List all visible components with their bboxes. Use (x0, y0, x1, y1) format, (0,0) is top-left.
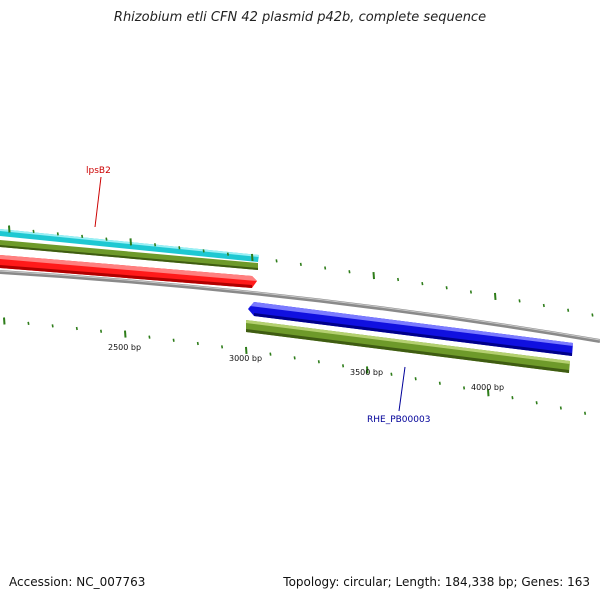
leader-line-lpsB2 (94, 176, 102, 228)
lower-tick (124, 330, 127, 338)
leader-line-RHE_PB00003 (398, 366, 406, 412)
lower-tick (414, 377, 417, 381)
upper-tick (56, 232, 59, 236)
lower-tick (196, 341, 199, 346)
upper-tick (81, 234, 84, 239)
lower-tick (366, 366, 369, 374)
lower-tick (293, 356, 296, 360)
lower-tick (535, 401, 538, 405)
lower-tick (390, 372, 393, 376)
lower-tick (100, 329, 103, 333)
scale-label-4000: 4000 bp (471, 383, 504, 392)
backbone-line (0, 270, 600, 343)
scale-label-3000: 3000 bp (229, 354, 262, 363)
gene-label-lpsB2[interactable]: lpsB2 (86, 166, 111, 176)
upper-tick (202, 249, 205, 253)
lower-tick (3, 317, 6, 325)
lower-tick (559, 406, 562, 410)
lower-tick (148, 335, 151, 339)
lower-tick (317, 360, 320, 364)
lower-tick (172, 338, 175, 342)
upper-tick (129, 238, 132, 246)
upper-tick (348, 270, 351, 274)
scale-label-2500: 2500 bp (108, 343, 141, 352)
upper-tick (154, 243, 157, 247)
upper-tick (542, 303, 545, 308)
sequence-summary-text: Topology: circular; Length: 184,338 bp; … (283, 575, 590, 589)
map-title: Rhizobium etli CFN 42 plasmid p42b, comp… (113, 10, 487, 25)
lower-tick (487, 389, 490, 397)
tick-row-upper (8, 225, 594, 317)
upper-tick (397, 277, 400, 282)
lower-tick (511, 396, 514, 400)
upper-tick (32, 229, 35, 233)
lower-tick (75, 326, 78, 331)
lower-tick (245, 346, 248, 355)
lower-tick (27, 321, 30, 325)
lower-tick (51, 324, 54, 328)
upper-tick (226, 252, 229, 256)
upper-tick (251, 253, 254, 261)
lower-tick (463, 386, 466, 390)
upper-tick (591, 313, 594, 317)
upper-tick (324, 266, 327, 270)
upper-tick (372, 272, 375, 280)
scale-label-3500: 3500 bp (350, 368, 383, 377)
upper-tick (8, 225, 11, 233)
upper-tick (299, 262, 302, 266)
lower-tick (438, 381, 441, 385)
upper-tick (421, 281, 424, 286)
lower-tick (342, 364, 345, 368)
lower-tick (221, 345, 224, 349)
accession-text: Accession: NC_007763 (9, 575, 146, 589)
upper-tick (518, 299, 521, 303)
upper-tick (469, 290, 472, 294)
upper-tick (445, 286, 448, 290)
upper-tick (275, 259, 278, 263)
upper-tick (494, 292, 497, 300)
lower-tick (269, 352, 272, 356)
upper-tick (178, 246, 181, 250)
upper-tick (567, 308, 570, 312)
gene-label-RHE_PB00003[interactable]: RHE_PB00003 (367, 415, 430, 425)
lower-tick (584, 411, 587, 415)
tick-row-lower (3, 317, 587, 415)
upper-tick (105, 237, 108, 241)
